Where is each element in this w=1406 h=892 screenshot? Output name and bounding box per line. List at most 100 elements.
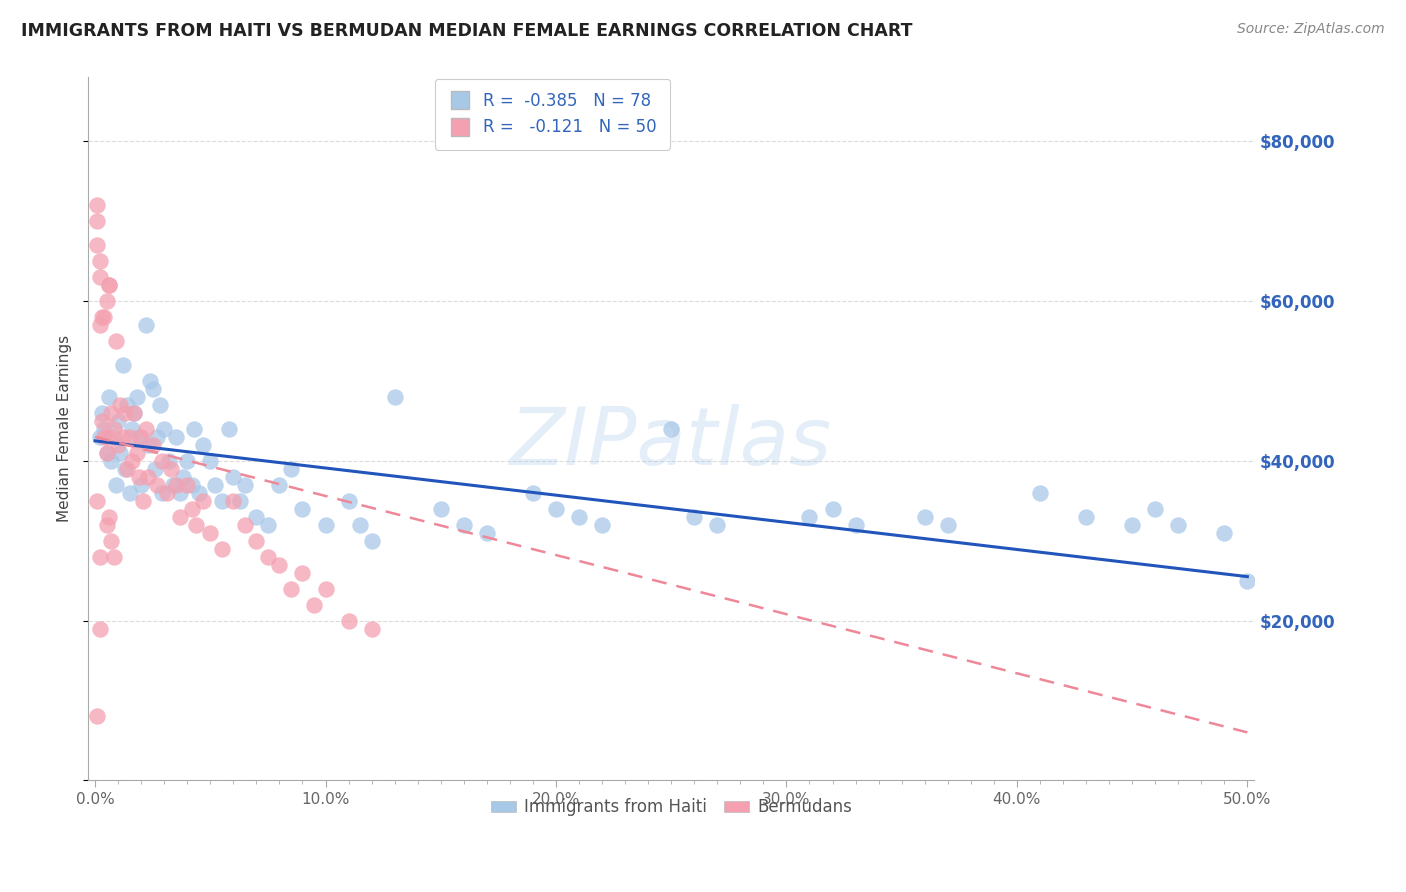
Point: [122, 406, 145, 420]
Point: [384, 390, 406, 404]
Point: [146, 430, 169, 444]
Point: [103, 422, 125, 436]
Point: [139, 374, 162, 388]
Point: [110, 446, 132, 460]
Point: [86, 214, 108, 228]
Point: [107, 438, 129, 452]
Point: [142, 382, 165, 396]
Point: [233, 517, 256, 532]
Point: [1121, 517, 1143, 532]
Point: [136, 438, 159, 452]
Point: [104, 334, 127, 348]
Point: [1167, 517, 1189, 532]
Point: [821, 501, 844, 516]
Point: [128, 430, 150, 444]
Point: [169, 485, 191, 500]
Point: [349, 517, 371, 532]
Point: [89, 549, 111, 564]
Point: [211, 541, 233, 556]
Point: [111, 358, 134, 372]
Point: [118, 430, 141, 444]
Point: [96, 446, 118, 460]
Point: [1236, 574, 1258, 588]
Point: [337, 493, 360, 508]
Point: [96, 446, 118, 460]
Point: [103, 430, 125, 444]
Point: [103, 549, 125, 564]
Point: [211, 493, 233, 508]
Point: [200, 454, 222, 468]
Point: [245, 509, 267, 524]
Point: [200, 525, 222, 540]
Point: [110, 398, 132, 412]
Point: [150, 454, 173, 468]
Point: [172, 470, 194, 484]
Point: [162, 477, 184, 491]
Point: [136, 470, 159, 484]
Point: [97, 509, 120, 524]
Point: [142, 438, 165, 452]
Point: [683, 509, 706, 524]
Point: [169, 509, 191, 524]
Point: [1074, 509, 1097, 524]
Point: [165, 477, 187, 491]
Point: [125, 446, 148, 460]
Point: [135, 422, 157, 436]
Point: [257, 517, 280, 532]
Point: [291, 566, 314, 580]
Point: [706, 517, 728, 532]
Point: [291, 501, 314, 516]
Point: [269, 558, 291, 572]
Legend: Immigrants from Haiti, Bermudans: Immigrants from Haiti, Bermudans: [482, 790, 860, 825]
Point: [128, 470, 150, 484]
Point: [204, 477, 226, 491]
Point: [544, 501, 567, 516]
Point: [936, 517, 959, 532]
Point: [86, 238, 108, 252]
Point: [180, 477, 202, 491]
Point: [91, 310, 114, 324]
Point: [222, 493, 245, 508]
Point: [1029, 485, 1052, 500]
Point: [100, 454, 122, 468]
Point: [160, 462, 183, 476]
Point: [429, 501, 451, 516]
Point: [222, 470, 245, 484]
Point: [91, 414, 114, 428]
Point: [146, 477, 169, 491]
Point: [150, 485, 173, 500]
Point: [155, 485, 177, 500]
Point: [129, 430, 152, 444]
Point: [187, 485, 209, 500]
Point: [233, 477, 256, 491]
Point: [114, 462, 136, 476]
Point: [269, 477, 291, 491]
Point: [165, 430, 187, 444]
Point: [591, 517, 613, 532]
Point: [845, 517, 868, 532]
Point: [180, 501, 202, 516]
Point: [89, 318, 111, 332]
Text: Source: ZipAtlas.com: Source: ZipAtlas.com: [1237, 22, 1385, 37]
Point: [97, 278, 120, 293]
Point: [96, 294, 118, 309]
Point: [86, 198, 108, 212]
Point: [114, 406, 136, 420]
Point: [121, 454, 143, 468]
Point: [280, 462, 302, 476]
Point: [149, 398, 172, 412]
Point: [122, 406, 145, 420]
Point: [121, 422, 143, 436]
Point: [117, 462, 139, 476]
Point: [89, 254, 111, 268]
Point: [360, 533, 382, 548]
Point: [229, 493, 252, 508]
Point: [280, 582, 302, 596]
Point: [86, 709, 108, 723]
Point: [257, 549, 280, 564]
Point: [799, 509, 821, 524]
Point: [100, 406, 122, 420]
Point: [132, 493, 155, 508]
Point: [176, 477, 198, 491]
Point: [93, 310, 115, 324]
